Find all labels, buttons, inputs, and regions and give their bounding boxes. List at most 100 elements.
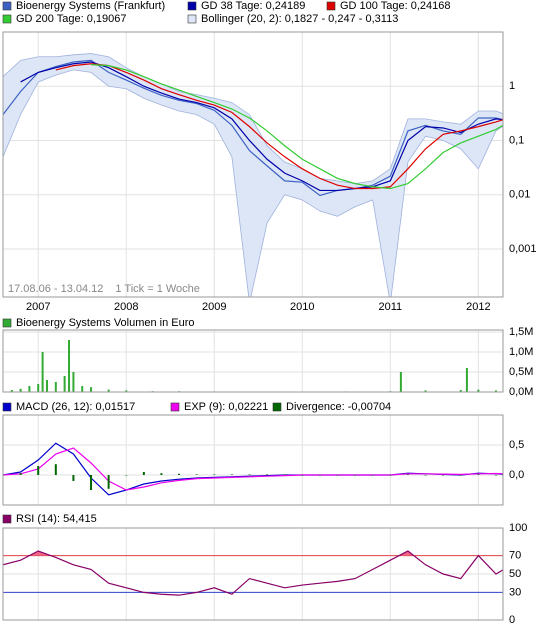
bar <box>248 474 251 475</box>
bar <box>142 472 145 475</box>
legend-swatch <box>187 1 197 11</box>
panel-frame <box>2 329 504 393</box>
legend-label: GD 200 Tage: 0,19067 <box>16 13 127 25</box>
y-tick-label: 50 <box>509 568 521 580</box>
bar <box>354 475 357 476</box>
legend-swatch <box>272 402 282 412</box>
line <box>55 63 503 190</box>
legend-label: Divergence: -0,00704 <box>286 401 391 413</box>
legend-swatch <box>2 402 12 412</box>
bar <box>459 475 462 476</box>
bar <box>424 390 427 392</box>
bar <box>406 474 409 475</box>
panel-frame <box>2 527 504 621</box>
bar <box>90 387 93 392</box>
line <box>3 447 503 491</box>
legend-label: MACD (26, 12): 0,01517 <box>16 401 135 413</box>
legend-swatch <box>187 14 197 24</box>
legend-swatch <box>2 514 12 524</box>
bar <box>442 475 445 476</box>
bar <box>424 475 427 476</box>
bar <box>54 382 57 392</box>
y-tick-label: 100 <box>509 522 527 534</box>
y-tick-label: 0,01 <box>509 189 530 201</box>
y-tick-label: 0,0 <box>509 469 524 481</box>
legend-label: GD 100 Tage: 0,24168 <box>340 0 451 12</box>
chart-note: 17.08.06 - 13.04.12 <box>8 283 103 295</box>
bar <box>399 372 402 392</box>
bar <box>230 474 233 475</box>
panel-frame <box>2 31 504 298</box>
bar <box>318 475 321 476</box>
bar <box>90 475 93 490</box>
plot-area <box>3 528 503 620</box>
bar <box>336 475 339 476</box>
panel-background <box>3 415 503 505</box>
bar <box>178 473 181 475</box>
x-tick-label: 2011 <box>378 301 402 313</box>
legend-swatch <box>2 318 12 328</box>
bar <box>266 474 269 475</box>
bar <box>465 368 468 392</box>
bar <box>37 384 40 392</box>
plot-area <box>3 330 503 392</box>
line <box>90 64 503 190</box>
y-tick-label: 1 <box>509 80 515 92</box>
y-tick-label: 0,5M <box>509 366 533 378</box>
bar <box>107 475 110 489</box>
bar <box>63 376 66 392</box>
y-tick-label: 0 <box>509 614 515 626</box>
y-tick-label: 70 <box>509 550 521 562</box>
plot-area <box>3 32 503 297</box>
bar <box>28 386 31 392</box>
legend-label: GD 38 Tage: 0,24189 <box>201 0 305 12</box>
legend-swatch <box>326 1 336 11</box>
bar <box>37 466 40 475</box>
bar <box>477 389 480 392</box>
bar <box>72 372 75 392</box>
bar <box>125 475 128 476</box>
bar <box>125 390 128 392</box>
legend-swatch <box>2 1 12 11</box>
bar <box>301 475 304 476</box>
bollinger-band <box>3 53 503 297</box>
y-tick-label: 0,001 <box>509 243 537 255</box>
chart-note: 1 Tick = 1 Woche <box>115 283 199 295</box>
bar <box>46 380 49 392</box>
bar <box>68 340 71 392</box>
bar <box>54 464 57 475</box>
bar <box>195 474 198 475</box>
legend-swatch <box>170 402 180 412</box>
bar <box>19 388 22 392</box>
line <box>3 550 503 596</box>
bar <box>283 474 286 475</box>
legend-label: Bioenergy Systems (Frankfurt) <box>16 0 165 12</box>
bar <box>81 386 84 392</box>
y-tick-label: 30 <box>509 586 521 598</box>
bar <box>494 475 497 476</box>
bar <box>389 475 392 476</box>
x-tick-label: 2012 <box>466 301 490 313</box>
panel-background <box>3 330 503 392</box>
x-tick-label: 2008 <box>114 301 138 313</box>
x-tick-label: 2009 <box>202 301 226 313</box>
y-tick-label: 0,0M <box>509 386 533 398</box>
y-tick-label: 1,5M <box>509 326 533 338</box>
bar <box>160 473 163 475</box>
y-tick-label: 0,1 <box>509 134 524 146</box>
bar <box>459 390 462 392</box>
legend-label: Bollinger (20, 2): 0,1827 - 0,247 - 0,31… <box>201 13 398 25</box>
x-tick-label: 2010 <box>290 301 314 313</box>
x-tick-label: 2007 <box>26 301 50 313</box>
y-tick-label: 1,0M <box>509 346 533 358</box>
bar <box>371 475 374 476</box>
legend-label: Bioenergy Systems Volumen in Euro <box>16 317 195 329</box>
bar <box>477 474 480 475</box>
legend-swatch <box>2 14 12 24</box>
panel-frame <box>2 414 504 506</box>
bar <box>494 390 497 392</box>
legend-label: RSI (14): 54,415 <box>16 513 97 525</box>
bar <box>107 389 110 392</box>
y-tick-label: 0,5 <box>509 439 524 451</box>
